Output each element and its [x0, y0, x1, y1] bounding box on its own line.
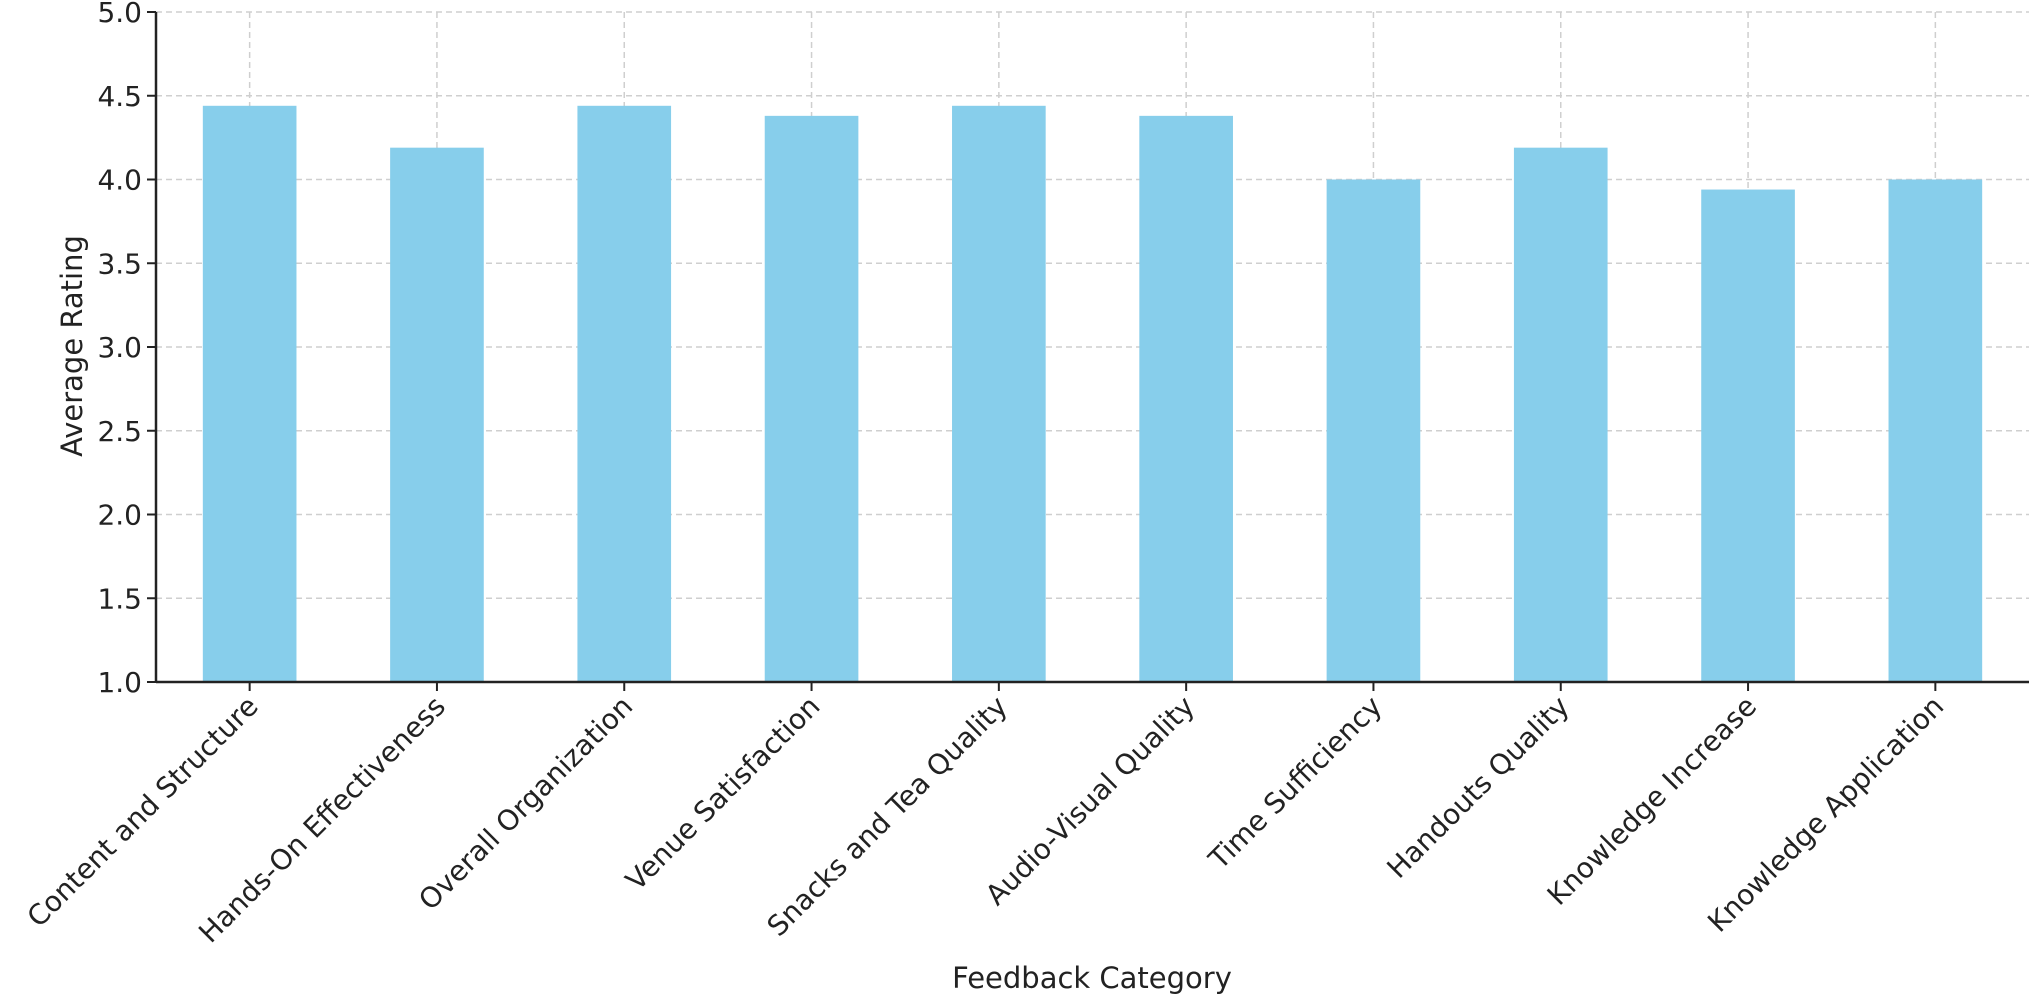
y-tick-label: 1.0 — [97, 666, 142, 699]
x-tick-label: Knowledge Increase — [1541, 690, 1763, 912]
y-tick-label: 5.0 — [97, 0, 142, 29]
bar — [1326, 179, 1421, 682]
bar — [1139, 115, 1233, 683]
bar — [1888, 179, 1983, 682]
x-axis-title: Feedback Category — [952, 961, 1232, 995]
x-tick-label: Time Sufficiency — [1202, 690, 1389, 877]
y-tick-label: 4.0 — [97, 164, 142, 197]
bar — [202, 105, 297, 683]
bar — [764, 115, 859, 683]
bar — [577, 105, 672, 683]
y-tick-label: 2.5 — [97, 415, 142, 448]
y-axis-title: Average Rating — [55, 235, 89, 457]
bars — [202, 105, 1983, 683]
bar — [952, 105, 1046, 683]
y-tick-label: 3.0 — [97, 331, 142, 364]
x-tick-label: Overall Organization — [412, 690, 639, 917]
y-tick-label: 4.5 — [97, 80, 142, 113]
y-tick-label: 1.5 — [97, 582, 142, 615]
y-ticks: 1.0 1.5 2.0 2.5 3.0 3.5 4.0 4.5 5.0 — [97, 0, 156, 699]
y-tick-label: 2.0 — [97, 499, 142, 532]
bar — [1513, 147, 1608, 683]
x-tick-label: Handouts Quality — [1380, 690, 1575, 885]
x-tick-label: Audio-Visual Quality — [979, 690, 1201, 912]
y-tick-label: 3.5 — [97, 247, 142, 280]
bar — [390, 147, 484, 683]
bar — [1701, 189, 1795, 683]
x-tick-label: Venue Satisfaction — [619, 690, 826, 897]
